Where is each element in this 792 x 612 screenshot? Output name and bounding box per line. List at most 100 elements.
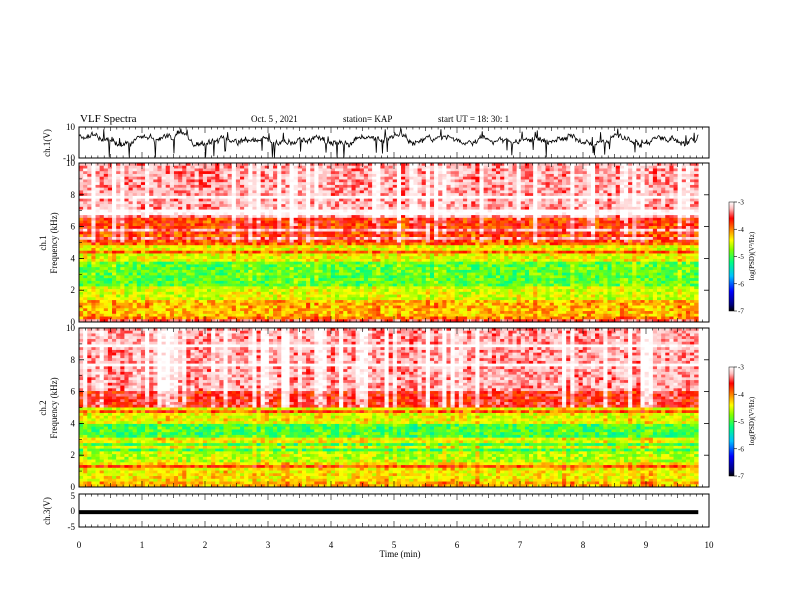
spectrogram-cell: [648, 201, 654, 205]
spectrogram-cell: [293, 220, 299, 224]
spectrogram-cell: [264, 247, 270, 252]
spectrogram-cell: [343, 179, 348, 183]
spectrogram-cell: [520, 209, 526, 213]
spectrogram-cell: [652, 190, 658, 194]
spectrogram-cell: [248, 204, 253, 208]
spectrogram-cell: [673, 204, 678, 208]
spectrogram-cell: [281, 165, 286, 169]
spectrogram-cell: [562, 220, 567, 224]
spectrogram-cell: [442, 173, 447, 178]
spectrogram-cell: [599, 231, 604, 235]
spectrogram-cell: [314, 201, 319, 205]
spectrogram-cell: [169, 165, 175, 169]
spectrogram-cell: [396, 198, 402, 202]
spectrogram-cell: [145, 204, 150, 208]
spectrogram-cell: [149, 198, 154, 202]
spectrogram-cell: [347, 171, 352, 175]
spectrogram-cell: [537, 217, 542, 221]
spectrogram-cell: [603, 193, 608, 197]
spectrogram-cell: [219, 247, 224, 252]
spectrogram-cell: [516, 184, 522, 188]
spectrogram-cell: [694, 231, 699, 235]
spectrogram-cell: [471, 234, 476, 238]
spectrogram-cell: [483, 212, 489, 216]
spectrogram-cell: [301, 228, 307, 232]
spectrogram-cell: [206, 176, 212, 180]
spectrogram-cell: [545, 198, 550, 202]
spectrogram-cell: [409, 168, 414, 172]
spectrogram-cell: [603, 242, 608, 246]
spectrogram-cell: [165, 253, 171, 257]
spectrogram-cell: [553, 182, 559, 186]
spectrogram-cell: [285, 239, 290, 243]
spectrogram-cell: [223, 184, 228, 188]
spectrogram-cell: [628, 226, 633, 230]
spectrogram-cell: [206, 193, 212, 197]
spectrogram-cell: [504, 193, 509, 197]
spectrogram-cell: [244, 173, 249, 178]
spectrogram-cell: [79, 165, 84, 169]
spectrogram-cell: [99, 163, 105, 167]
spectrogram-cell: [648, 231, 654, 235]
spectrogram-cell: [384, 163, 389, 167]
spectrogram-cell: [351, 187, 356, 191]
spectrogram-cell: [520, 215, 526, 219]
spectrogram-cell: [206, 173, 212, 178]
spectrogram-cell: [533, 228, 538, 232]
spectrogram-cell: [681, 212, 687, 216]
spectrogram-cell: [446, 217, 451, 221]
spectrogram-cell: [248, 242, 253, 246]
spectrogram-cell: [277, 165, 282, 169]
spectrogram-cell: [293, 250, 299, 254]
spectrogram-cell: [91, 187, 96, 191]
spectrogram-cell: [347, 215, 352, 219]
spectrogram-cell: [359, 179, 365, 183]
spectrogram-cell: [343, 171, 348, 175]
spectrogram-cell: [116, 201, 121, 205]
spectrogram-cell: [120, 250, 125, 254]
spectrogram-cell: [107, 193, 113, 197]
spectrogram-cell: [545, 209, 550, 213]
spectrogram-cell: [665, 190, 670, 194]
spectrogram-cell: [248, 201, 253, 205]
spectrogram-cell: [277, 220, 282, 224]
spectrogram-cell: [586, 182, 592, 186]
spectrogram-cell: [611, 247, 617, 252]
spectrogram-cell: [607, 250, 612, 254]
spectrogram-cell: [157, 171, 162, 175]
spectrogram-cell: [632, 223, 637, 227]
spectrogram-cell: [529, 223, 534, 227]
spectrogram-cell: [516, 182, 522, 186]
spectrogram-cell: [640, 206, 645, 210]
spectrogram-cell: [223, 209, 228, 213]
spectrogram-cell: [136, 187, 142, 191]
spectrogram-cell: [462, 226, 468, 230]
spectrogram-cell: [219, 206, 224, 210]
spectrogram-cell: [603, 226, 608, 230]
spectrogram-cell: [421, 212, 427, 216]
spectrogram-cell: [285, 212, 290, 216]
spectrogram-cell: [384, 193, 389, 197]
spectrogram-cell: [574, 206, 579, 210]
spectrogram-cell: [669, 245, 674, 249]
spectrogram-cell: [533, 212, 538, 216]
spectrogram-cell: [87, 253, 92, 257]
spectrogram-cell: [351, 250, 356, 254]
spectrogram-cell: [615, 171, 621, 175]
spectrogram-cell: [380, 201, 385, 205]
spectrogram-cell: [500, 204, 505, 208]
spectrogram-cell: [95, 168, 100, 172]
spectrogram-cell: [495, 195, 501, 199]
spectrogram-cell: [586, 209, 592, 213]
spectrogram-cell: [368, 234, 373, 238]
spectrogram-cell: [623, 163, 629, 167]
spectrogram-cell: [541, 239, 546, 243]
spectrogram-cell: [372, 184, 377, 188]
spectrogram-cell: [351, 179, 356, 183]
spectrogram-cell: [574, 226, 579, 230]
spectrogram-cell: [206, 250, 212, 254]
spectrogram-cell: [541, 206, 546, 210]
spectrogram-cell: [219, 223, 224, 227]
spectrogram-cell: [363, 234, 369, 238]
spectrogram-cell: [648, 193, 654, 197]
